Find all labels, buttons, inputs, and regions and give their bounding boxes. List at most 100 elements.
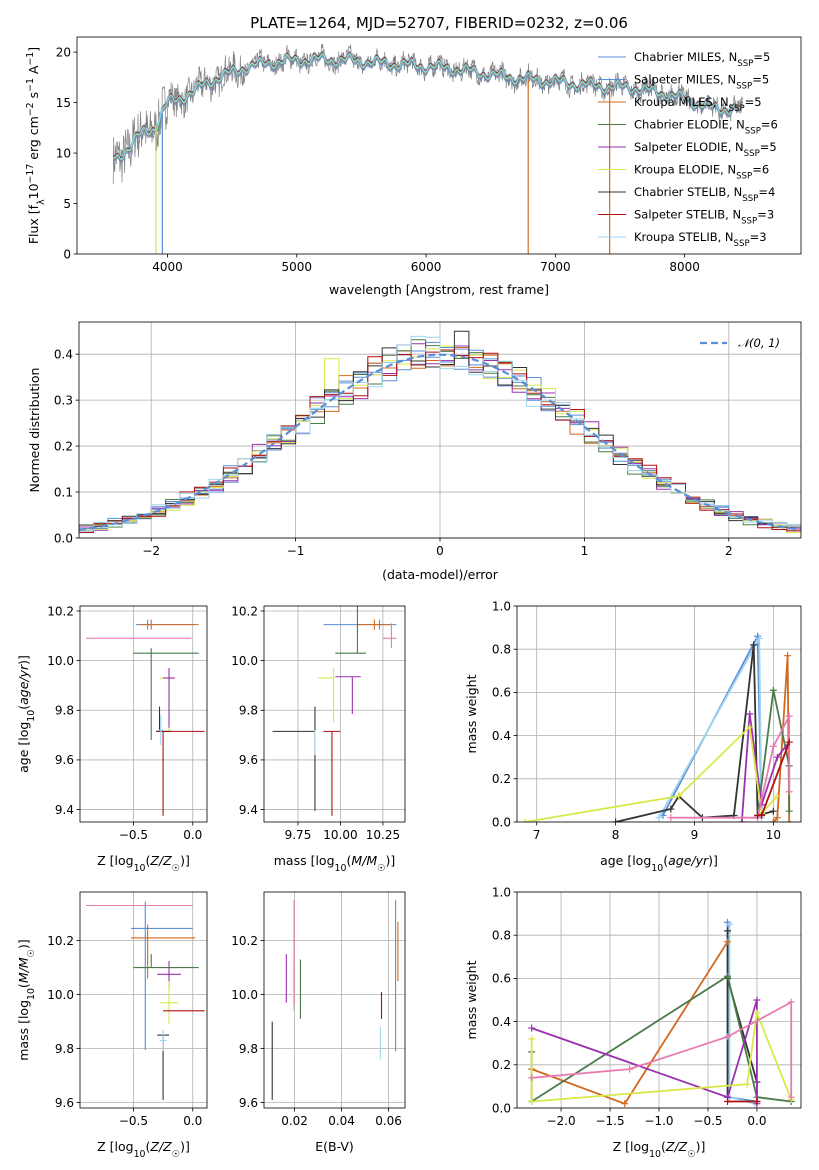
- errorbar-point: [382, 623, 397, 649]
- weight-marker: [521, 818, 529, 822]
- plot-area: [79, 330, 801, 537]
- y-tick-label: 9.6: [55, 753, 74, 767]
- y-tick-label: 0: [63, 247, 71, 261]
- errorbar-point: [335, 606, 366, 654]
- y-tick-label: 0.0: [492, 815, 511, 829]
- x-tick-label: 8: [612, 828, 620, 842]
- x-tick-label: 0.0: [183, 828, 202, 842]
- weight-marker: [528, 1098, 536, 1106]
- weight-marker: [755, 634, 763, 642]
- weight-marker: [769, 818, 777, 822]
- y-tick-label: 10.0: [231, 988, 258, 1002]
- x-tick-label: 10: [766, 828, 781, 842]
- weight-series-line: [615, 644, 774, 822]
- y-axis-label: Normed distribution: [27, 368, 42, 493]
- weight-marker: [667, 814, 675, 822]
- y-tick-label: 0.4: [492, 1015, 511, 1029]
- y-tick-label: 9.8: [55, 704, 74, 718]
- weight-marker: [528, 1035, 536, 1043]
- y-tick-label: 5: [63, 197, 71, 211]
- y-tick-label: 0.2: [492, 772, 511, 786]
- panel-massweight_vs_Z: −2.0 −1.5 −1.0 −0.5 0.0 0.0 0.2 0.4 0.6 0.8 1.0 Z […: [464, 885, 802, 1160]
- weight-marker: [738, 818, 746, 822]
- weight-series-line: [530, 1009, 793, 1103]
- errorbar-point: [139, 619, 199, 630]
- errorbar-point: [131, 901, 193, 1050]
- y-tick-label: 10.0: [47, 988, 74, 1002]
- y-tick-label: 10: [56, 146, 71, 160]
- weight-marker: [675, 792, 683, 800]
- legend-entry: Kroupa ELODIE, NSSP=6: [634, 163, 769, 182]
- weight-marker: [787, 998, 795, 1006]
- y-tick-label: 9.6: [55, 1096, 74, 1110]
- weight-marker: [769, 807, 777, 815]
- legend-entry: Kroupa MILES, NSSP=5: [634, 95, 762, 114]
- panel-residuals: −2 −1 0 1 2 0.0 0.1 0.2 0.3 0.4 (data-model)/error…: [27, 321, 802, 582]
- y-tick-label: 9.8: [55, 1042, 74, 1056]
- weight-marker: [785, 738, 793, 746]
- errorbar-point: [318, 668, 335, 723]
- panel-age_vs_Z: −0.5 0.0 9.4 9.6 9.8 10.0 10.2 Z [log10(Z/Z☉)] a…: [16, 604, 208, 874]
- y-axis-label: age [log10(age/yr)]: [16, 655, 37, 773]
- y-tick-label: 0.6: [492, 686, 511, 700]
- x-tick-label: 1: [581, 544, 589, 558]
- panel-mass_vs_EBV: 0.02 0.04 0.06 9.6 9.8 10.0 10.2 E(B-V): [231, 891, 406, 1154]
- axes-frame: [79, 891, 208, 1109]
- y-tick-label: 0.2: [492, 1058, 511, 1072]
- y-tick-label: 0.1: [54, 485, 73, 499]
- x-axis-label: wavelength [Angstrom, rest frame]: [329, 282, 549, 297]
- x-tick-label: 8000: [669, 260, 700, 274]
- y-tick-label: 9.8: [239, 704, 258, 718]
- y-tick-label: 9.6: [239, 1096, 258, 1110]
- y-tick-label: 1.0: [492, 599, 511, 613]
- x-tick-label: −0.5: [119, 1114, 148, 1128]
- axes-frame: [76, 36, 802, 255]
- x-tick-label: 2: [725, 544, 733, 558]
- errorbar-point: [335, 676, 361, 714]
- x-tick-label: 0.06: [375, 1114, 402, 1128]
- y-tick-label: 10.2: [231, 604, 258, 618]
- y-tick-label: 0.3: [54, 393, 73, 407]
- panel-mass_vs_Z: −0.5 0.0 9.6 9.8 10.0 10.2 Z [log10(Z/Z☉)] mass…: [16, 891, 208, 1160]
- y-tick-label: 0.2: [54, 439, 73, 453]
- legend-entry: Chabrier STELIB, NSSP=4: [634, 185, 775, 204]
- panel-massweight_vs_age: 7 8 9 10 0.0 0.2 0.4 0.6 0.8 1.0 age [log10(age/yr…: [464, 599, 802, 874]
- y-tick-label: 0.8: [492, 929, 511, 943]
- errorbar-point: [133, 648, 199, 741]
- weight-marker: [724, 1033, 732, 1041]
- weight-marker: [769, 742, 777, 750]
- weight-marker: [785, 788, 793, 796]
- plot-area: [272, 606, 397, 816]
- legend-entry: Salpeter ELODIE, NSSP=5: [634, 140, 777, 159]
- errorbar-point: [159, 1029, 167, 1052]
- weight-marker: [724, 938, 732, 946]
- x-tick-label: 10.25: [366, 828, 400, 842]
- x-tick-label: 0: [436, 544, 444, 558]
- y-tick-label: 15: [56, 96, 71, 110]
- weight-marker: [785, 818, 793, 822]
- x-axis-label: E(B-V): [315, 1139, 354, 1154]
- y-axis-label: mass weight: [464, 960, 479, 1039]
- legend: Chabrier MILES, NSSP=5 Salpeter MILES, NS…: [598, 50, 778, 249]
- weight-marker: [528, 1024, 536, 1032]
- errorbar-point: [157, 730, 205, 816]
- y-tick-label: 0.0: [492, 1101, 511, 1115]
- weight-marker: [750, 641, 758, 649]
- x-tick-label: 9.75: [285, 828, 312, 842]
- weight-marker: [621, 1100, 629, 1108]
- y-tick-label: 1.0: [492, 885, 511, 899]
- x-axis-label: age [log10(age/yr)]: [600, 853, 718, 874]
- x-axis-label: Z [log10(Z/Z☉)]: [97, 853, 190, 874]
- x-tick-label: −0.5: [119, 828, 148, 842]
- panel-spectrum: 4000 5000 6000 7000 8000 0 5 10 15 20 PLATE=1264, …: [25, 14, 802, 297]
- weight-marker: [724, 927, 732, 935]
- plot-area: [85, 619, 205, 816]
- legend-entry: Chabrier MILES, NSSP=5: [634, 50, 770, 69]
- weight-marker: [773, 753, 781, 761]
- x-tick-label: 10.00: [323, 828, 357, 842]
- y-tick-label: 10.0: [47, 654, 74, 668]
- x-axis-label: Z [log10(Z/Z☉)]: [613, 1139, 706, 1160]
- x-tick-label: −0.5: [693, 1114, 722, 1128]
- weight-marker: [746, 723, 754, 731]
